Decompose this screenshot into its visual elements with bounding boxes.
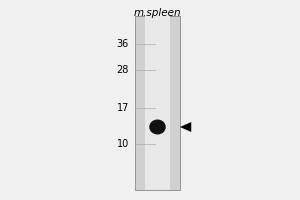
Text: 36: 36 (117, 39, 129, 49)
Text: 10: 10 (117, 139, 129, 149)
Ellipse shape (149, 119, 166, 134)
Polygon shape (180, 122, 191, 132)
Bar (135, 16, 180, 190)
Bar (145, 16, 170, 190)
Text: 17: 17 (117, 103, 129, 113)
Text: m.spleen: m.spleen (134, 8, 181, 18)
Text: 28: 28 (117, 65, 129, 75)
